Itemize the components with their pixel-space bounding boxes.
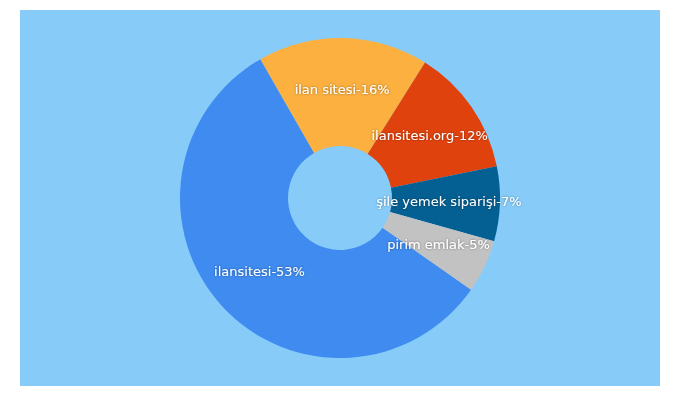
svg-text:pirim emlak-5%: pirim emlak-5%	[387, 237, 490, 252]
svg-text:ilansitesi-53%: ilansitesi-53%	[214, 264, 305, 279]
svg-text:ilansitesi.org-12%: ilansitesi.org-12%	[371, 128, 487, 143]
svg-text:ilan sitesi-16%: ilan sitesi-16%	[295, 82, 390, 97]
svg-text:şile yemek siparişi-7%: şile yemek siparişi-7%	[376, 194, 521, 209]
